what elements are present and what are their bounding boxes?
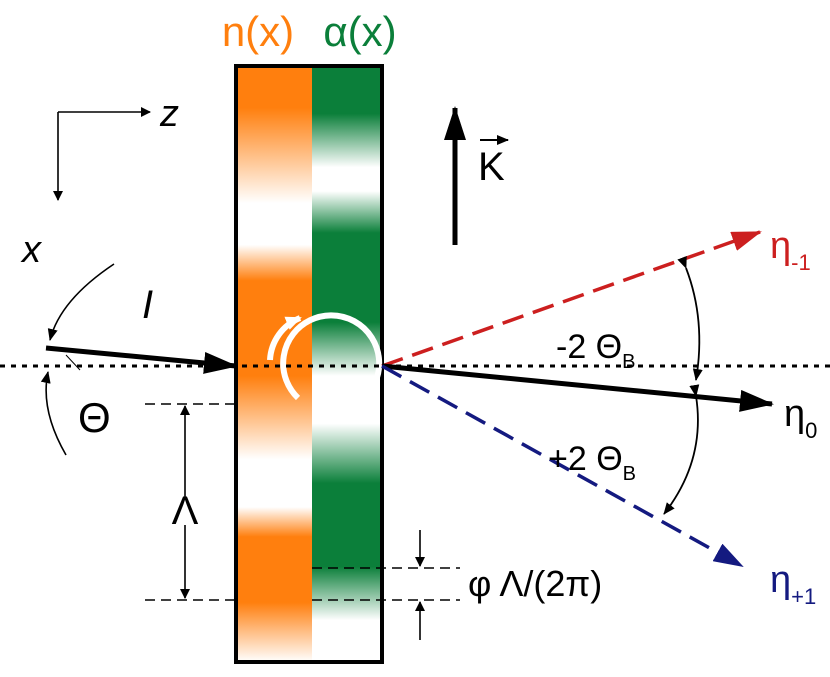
eta-plus-1-label: η+1 xyxy=(770,559,816,609)
circular-arrow-icon xyxy=(280,312,383,415)
x-curved-arrow xyxy=(47,263,115,341)
absorption-layer xyxy=(312,66,382,662)
alpha-label: α(x) xyxy=(323,8,396,55)
angle-tick xyxy=(65,354,81,371)
eta-minus-1-beam xyxy=(381,230,762,368)
rotation-arrowhead-icon xyxy=(267,315,302,361)
eta-minus-1-label: η-1 xyxy=(770,225,811,275)
grating-vector: K xyxy=(444,106,509,245)
x-axis-label: x xyxy=(20,229,43,271)
refractive-index-layer xyxy=(236,66,312,662)
phase-shift-marker: φ Λ/(2π) xyxy=(312,530,602,640)
eta-0-beam xyxy=(381,363,774,412)
grating-slab xyxy=(234,64,384,664)
n-label: n(x) xyxy=(222,8,294,55)
phase-shift-label: φ Λ/(2π) xyxy=(468,563,602,604)
eta-plus-1-beam xyxy=(381,364,744,568)
period-label: Λ xyxy=(172,489,199,533)
incident-label: I xyxy=(142,283,153,327)
incidence-angle-arc xyxy=(40,371,67,456)
minus-angle-arc xyxy=(677,255,703,381)
grating-vector-label: K xyxy=(478,145,505,189)
minus-angle-label: -2 ΘB xyxy=(556,328,635,373)
plus-angle-arc xyxy=(663,384,700,515)
eta-0-label: η0 xyxy=(784,393,817,443)
incident-angle-label: Θ xyxy=(78,394,111,441)
coordinate-axes: z x xyxy=(20,93,179,271)
diffracted-beams xyxy=(381,230,774,568)
incident-beam: I Θ xyxy=(40,263,238,456)
plus-angle-label: +2 ΘB xyxy=(548,440,636,485)
z-axis-label: z xyxy=(159,93,179,135)
period-marker: Λ xyxy=(145,403,234,601)
